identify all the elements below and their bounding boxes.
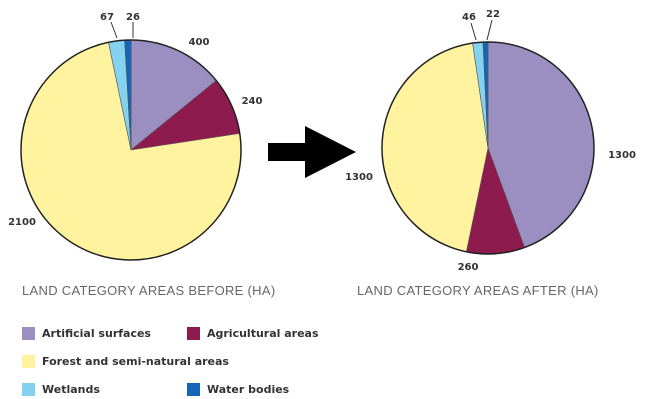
chart-caption-after: LAND CATEGORY AREAS AFTER (HA) xyxy=(357,283,599,298)
pie-outline xyxy=(381,41,595,255)
legend-swatch xyxy=(22,355,35,368)
pie-after: 1300 260 1300 46 22 xyxy=(345,9,636,273)
value-label-artificial: 1300 xyxy=(608,150,636,161)
right-arrow-icon xyxy=(268,126,356,178)
chart-caption-before: LAND CATEGORY AREAS BEFORE (HA) xyxy=(22,283,276,298)
value-label-agricultural: 240 xyxy=(242,96,263,107)
value-label-artificial: 400 xyxy=(189,37,210,48)
legend-label: Agricultural areas xyxy=(207,327,319,340)
legend-label: Water bodies xyxy=(207,383,290,396)
value-label-agricultural: 260 xyxy=(458,262,479,273)
pie-slice-forest xyxy=(381,42,489,253)
value-label-wetlands: 67 xyxy=(100,12,114,23)
legend-item-wetlands: Wetlands xyxy=(22,383,100,396)
leader-line-wetlands xyxy=(470,22,477,41)
legend-label: Artificial surfaces xyxy=(42,327,151,340)
leader-line-wetlands xyxy=(110,21,118,39)
leader-line-water xyxy=(486,19,493,41)
legend-swatch xyxy=(187,327,200,340)
legend-item-artificial: Artificial surfaces xyxy=(22,327,151,340)
legend-label: Wetlands xyxy=(42,383,100,396)
value-label-forest: 2100 xyxy=(8,217,36,228)
pie-before: 400 240 2100 67 26 xyxy=(8,12,263,261)
legend-swatch xyxy=(187,383,200,396)
legend-item-forest: Forest and semi-natural areas xyxy=(22,355,229,368)
legend-item-water: Water bodies xyxy=(187,383,289,396)
value-label-forest: 1300 xyxy=(345,172,373,183)
value-label-water: 26 xyxy=(126,12,140,23)
legend-swatch xyxy=(22,383,35,396)
pie-outline xyxy=(20,39,242,261)
value-label-wetlands: 46 xyxy=(462,12,476,23)
value-label-water: 22 xyxy=(486,9,500,20)
legend-swatch xyxy=(22,327,35,340)
legend-label: Forest and semi-natural areas xyxy=(42,355,229,368)
legend-item-agricultural: Agricultural areas xyxy=(187,327,319,340)
